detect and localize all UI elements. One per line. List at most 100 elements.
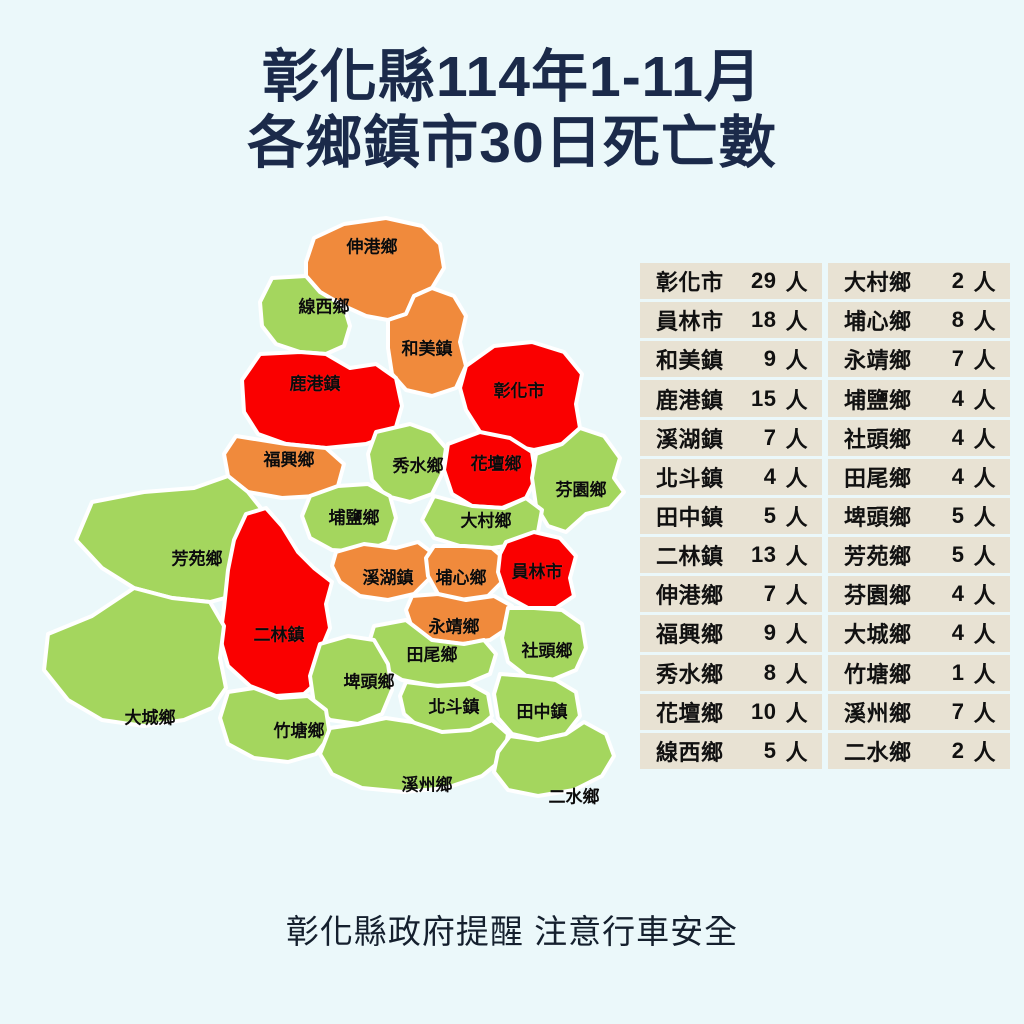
region-yuanlin[interactable] [496, 530, 578, 610]
table-row[interactable]: 溪湖鎮 7 人 [640, 419, 822, 456]
region-tianzhong[interactable] [492, 672, 582, 742]
table-cell-count: 4 [951, 424, 965, 450]
table-cell-township: 大村鄉 [844, 270, 912, 296]
region-zhutang[interactable] [218, 686, 332, 764]
table-row[interactable]: 竹塘鄉 1 人 [828, 654, 1010, 691]
table-cell-township: 北斗鎮 [656, 465, 724, 491]
table-cell-township: 線西鄉 [656, 739, 724, 765]
table-row[interactable]: 社頭鄉 4 人 [828, 419, 1010, 456]
table-cell-township: 二林鎮 [656, 544, 724, 570]
table-cell-unit: 人 [785, 661, 808, 687]
table-cell-count: 4 [951, 385, 965, 411]
table-cell-count: 2 [951, 268, 965, 294]
region-shetou[interactable] [500, 606, 588, 682]
table-cell-unit: 人 [785, 622, 808, 648]
footer-notice: 彰化縣政府提醒 注意行車安全 [285, 913, 739, 950]
table-cell-unit: 人 [973, 583, 996, 609]
region-ershui[interactable] [492, 720, 616, 798]
table-column-left: 彰化市 29 人員林市 18 人和美鎮 9 人鹿港鎮 15 人溪湖鎮 7 人北斗鎮 4 人田中鎮 5 人二林… [640, 263, 822, 770]
table-column-right: 大村鄉 2 人埔心鄉 8 人永靖鄉 7 人埔鹽鄉 4 人社頭鄉 4 人田尾鄉 4 人埤頭鄉 5 人芳苑鄉 5 人… [828, 263, 1010, 770]
table-row[interactable]: 田尾鄉 4 人 [828, 458, 1010, 495]
table-cell-unit: 人 [973, 622, 996, 648]
table-cell-count: 10 [751, 698, 777, 724]
table-cell-count: 4 [951, 463, 965, 489]
table-row[interactable]: 鹿港鎮 15 人 [640, 380, 822, 417]
table-row[interactable]: 芬園鄉 4 人 [828, 576, 1010, 613]
table-row[interactable]: 秀水鄉 8 人 [640, 654, 822, 691]
table-cell-count: 5 [763, 737, 777, 763]
table-cell-township: 溪湖鎮 [656, 426, 724, 452]
table-cell-township: 永靖鄉 [844, 348, 912, 374]
table-row[interactable]: 二林鎮 13 人 [640, 537, 822, 574]
table-row[interactable]: 伸港鄉 7 人 [640, 576, 822, 613]
table-cell-count: 8 [951, 307, 965, 333]
table-cell-count: 13 [751, 542, 777, 568]
table-cell-unit: 人 [973, 348, 996, 374]
table-cell-unit: 人 [973, 700, 996, 726]
region-dacheng[interactable] [42, 586, 228, 728]
table-cell-unit: 人 [973, 465, 996, 491]
table-cell-count: 7 [951, 698, 965, 724]
table-cell-count: 4 [763, 463, 777, 489]
table-row[interactable]: 大城鄉 4 人 [828, 615, 1010, 652]
table-cell-unit: 人 [785, 465, 808, 491]
region-xiushui[interactable] [366, 422, 448, 504]
table-row[interactable]: 永靖鄉 7 人 [828, 341, 1010, 378]
table-row[interactable]: 大村鄉 2 人 [828, 263, 1010, 300]
table-cell-township: 田尾鄉 [844, 465, 912, 491]
table-row[interactable]: 二水鄉 2 人 [828, 732, 1010, 770]
table-cell-unit: 人 [973, 544, 996, 570]
table-cell-township: 員林市 [656, 309, 724, 335]
table-cell-township: 田中鎮 [656, 505, 724, 531]
table-cell-count: 9 [763, 620, 777, 646]
region-xihu[interactable] [330, 540, 436, 602]
table-row[interactable]: 芳苑鄉 5 人 [828, 537, 1010, 574]
table-cell-count: 5 [763, 503, 777, 529]
table-row[interactable]: 埔心鄉 8 人 [828, 302, 1010, 339]
table-cell-count: 5 [951, 542, 965, 568]
table-row[interactable]: 和美鎮 9 人 [640, 341, 822, 378]
table-row[interactable]: 埤頭鄉 5 人 [828, 497, 1010, 535]
table-cell-unit: 人 [785, 426, 808, 452]
table-cell-unit: 人 [973, 309, 996, 335]
region-puxin[interactable] [424, 544, 508, 602]
table-cell-unit: 人 [785, 544, 808, 570]
table-row[interactable]: 彰化市 29 人 [640, 263, 822, 300]
table-cell-count: 7 [951, 346, 965, 372]
region-xianxi[interactable] [258, 274, 352, 356]
table-row[interactable]: 溪州鄉 7 人 [828, 693, 1010, 730]
table-row[interactable]: 北斗鎮 4 人 [640, 458, 822, 495]
table-cell-count: 7 [763, 581, 777, 607]
table-row[interactable]: 福興鄉 9 人 [640, 615, 822, 652]
table-cell-count: 4 [951, 620, 965, 646]
region-puyan[interactable] [300, 482, 398, 554]
table-cell-count: 18 [751, 307, 777, 333]
table-row[interactable]: 埔鹽鄉 4 人 [828, 380, 1010, 417]
table-cell-count: 15 [751, 385, 777, 411]
table-cell-unit: 人 [785, 583, 808, 609]
table-cell-unit: 人 [785, 387, 808, 413]
table-cell-unit: 人 [973, 505, 996, 531]
table-cell-count: 5 [951, 503, 965, 529]
table-cell-township: 溪州鄉 [844, 700, 912, 726]
table-cell-unit: 人 [973, 387, 996, 413]
changhua-county-map: 伸港鄉 線西鄉 和美鎮 彰化市 鹿港鎮 福興鄉 秀水鄉 花壇鄉 芬園鄉 埔鹽鄉 … [14, 196, 634, 856]
table-cell-unit: 人 [785, 700, 808, 726]
region-huatan[interactable] [442, 430, 538, 510]
table-cell-township: 福興鄉 [656, 622, 724, 648]
table-cell-unit: 人 [973, 661, 996, 687]
title-line-2: 各鄉鎮市30日死亡數 [247, 111, 777, 175]
title-line-1: 彰化縣114年1-11月 [262, 45, 762, 109]
map-regions [42, 216, 626, 798]
table-cell-count: 29 [751, 268, 777, 294]
table-row[interactable]: 花壇鄉 10 人 [640, 693, 822, 730]
region-pitou[interactable] [308, 634, 394, 726]
table-row[interactable]: 員林市 18 人 [640, 302, 822, 339]
region-xizhou[interactable] [318, 716, 510, 794]
table-row[interactable]: 田中鎮 5 人 [640, 497, 822, 535]
table-cell-township: 大城鄉 [844, 622, 912, 648]
table-row[interactable]: 線西鄉 5 人 [640, 732, 822, 770]
table-cell-township: 二水鄉 [844, 739, 912, 765]
table-cell-count: 7 [763, 424, 777, 450]
